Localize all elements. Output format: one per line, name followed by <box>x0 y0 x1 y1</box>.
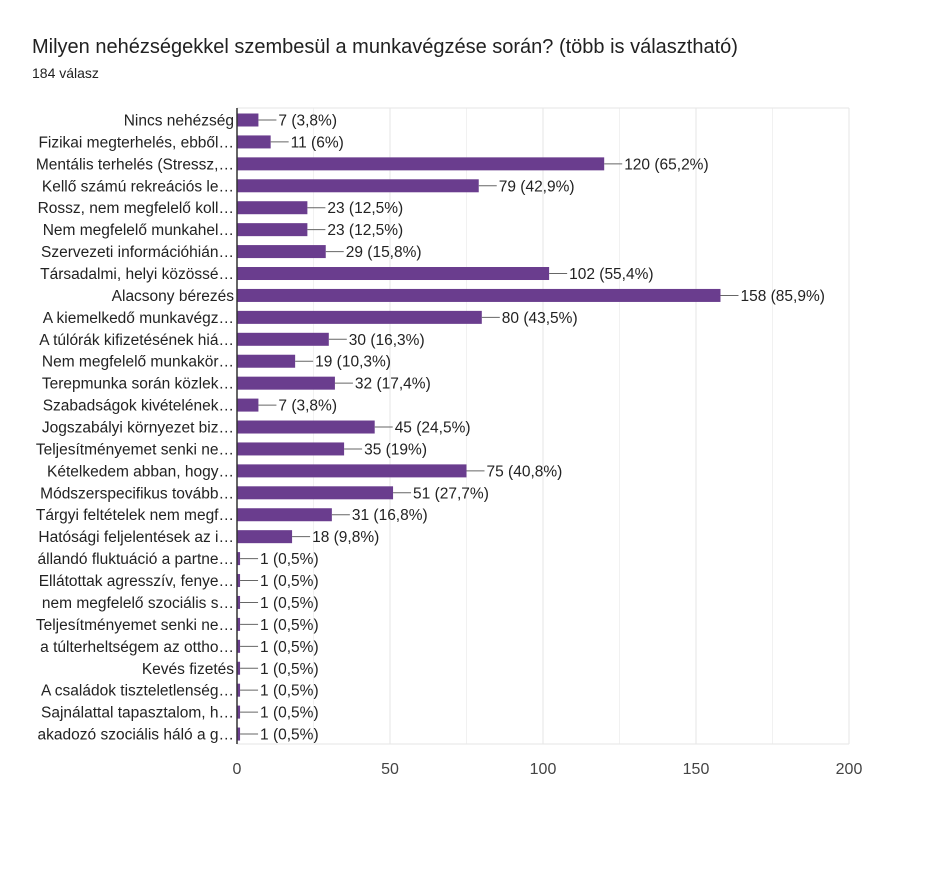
category-label: Terepmunka során közlek… <box>42 376 234 393</box>
category-label: Ellátottak agresszív, fenye… <box>39 573 234 590</box>
bar <box>237 727 241 741</box>
x-tick-label: 100 <box>530 761 557 778</box>
value-label: 23 (12,5%) <box>327 222 403 239</box>
category-label: Teljesítményemet senki ne… <box>36 617 234 634</box>
category-label: Nem megfelelő munkakör… <box>42 354 234 371</box>
value-label: 1 (0,5%) <box>260 595 319 612</box>
bar <box>237 376 335 390</box>
bar <box>237 354 296 368</box>
value-label: 18 (9,8%) <box>312 529 379 546</box>
value-label: 31 (16,8%) <box>352 507 428 524</box>
category-label: akadozó szociális háló a g… <box>38 727 234 744</box>
x-tick-label: 0 <box>233 761 242 778</box>
category-label: a túlterheltségem az ottho… <box>40 639 234 656</box>
value-label: 7 (3,8%) <box>278 398 337 415</box>
bar <box>237 574 241 588</box>
value-label: 1 (0,5%) <box>260 573 319 590</box>
value-label: 1 (0,5%) <box>260 617 319 634</box>
bar <box>237 705 241 719</box>
bars <box>237 113 721 741</box>
bar <box>237 661 241 675</box>
value-label: 102 (55,4%) <box>569 266 653 283</box>
value-label: 1 (0,5%) <box>260 661 319 678</box>
category-label: Kételkedem abban, hogy… <box>47 463 234 480</box>
value-label: 75 (40,8%) <box>487 463 563 480</box>
bar <box>237 486 394 500</box>
bar <box>237 267 550 281</box>
bar <box>237 442 345 456</box>
bar <box>237 135 271 149</box>
bar <box>237 245 326 259</box>
bar <box>237 552 241 566</box>
category-label: Szervezeti információhián… <box>41 244 234 261</box>
bar <box>237 223 308 237</box>
labels: 7 (3,8%) Nincs nehézség 11 (6%) Fizikai meg… <box>36 113 825 744</box>
bar <box>237 508 332 522</box>
bar <box>237 310 482 324</box>
category-label: Módszerspecifikus tovább… <box>40 485 234 502</box>
category-label: Tárgyi feltételek nem megf… <box>36 507 234 524</box>
value-label: 29 (15,8%) <box>346 244 422 261</box>
bar <box>237 617 241 631</box>
category-label: Társadalmi, helyi közössé… <box>40 266 234 283</box>
value-label: 120 (65,2%) <box>624 156 708 173</box>
value-label: 1 (0,5%) <box>260 705 319 722</box>
value-label: 7 (3,8%) <box>278 113 337 130</box>
x-tick-label: 150 <box>683 761 710 778</box>
bar <box>237 683 241 697</box>
value-label: 79 (42,9%) <box>499 178 575 195</box>
value-label: 11 (6%) <box>291 134 344 151</box>
response-count: 184 válasz <box>32 65 99 81</box>
x-tick-label: 200 <box>836 761 863 778</box>
category-label: Kellő számú rekreációs le… <box>42 178 234 195</box>
category-label: Nem megfelelő munkahel… <box>43 222 234 239</box>
value-label: 23 (12,5%) <box>327 200 403 217</box>
bar <box>237 398 259 412</box>
category-label: Rossz, nem megfelelő koll… <box>38 200 234 217</box>
bar <box>237 464 467 478</box>
chart-title: Milyen nehézségekkel szembesül a munkavé… <box>32 36 738 58</box>
value-label: 45 (24,5%) <box>395 420 471 437</box>
category-label: Jogszabályi környezet biz… <box>42 420 234 437</box>
category-label: Szabadságok kivételének… <box>43 398 234 415</box>
value-label: 1 (0,5%) <box>260 683 319 700</box>
category-label: nem megfelelő szociális s… <box>42 595 234 612</box>
category-label: A családok tiszteletlenség… <box>41 683 234 700</box>
bar <box>237 157 605 171</box>
bar <box>237 288 721 302</box>
value-label: 32 (17,4%) <box>355 376 431 393</box>
category-label: Hatósági feljelentések az i… <box>38 529 234 546</box>
bar <box>237 420 375 434</box>
category-label: Alacsony bérezés <box>112 288 235 305</box>
category-label: Fizikai megterhelés, ebből… <box>38 134 234 151</box>
bar <box>237 530 293 544</box>
bar <box>237 113 259 127</box>
category-label: A túlórák kifizetésének hiá… <box>39 332 234 349</box>
value-label: 51 (27,7%) <box>413 485 489 502</box>
x-tick-label: 50 <box>381 761 399 778</box>
bar <box>237 639 241 653</box>
grid-lines <box>237 107 850 745</box>
axis: 0 50 100 150 200 <box>233 108 863 778</box>
value-label: 158 (85,9%) <box>740 288 824 305</box>
category-label: Sajnálattal tapasztalom, h… <box>41 705 234 722</box>
category-label: állandó fluktuáció a partne… <box>38 551 234 568</box>
category-label: A kiemelkedő munkavégz… <box>43 310 234 327</box>
bar <box>237 332 329 346</box>
category-label: Mentális terhelés (Stressz,… <box>36 156 234 173</box>
value-label: 80 (43,5%) <box>502 310 578 327</box>
value-label: 19 (10,3%) <box>315 354 391 371</box>
category-label: Teljesítményemet senki ne… <box>36 441 234 458</box>
value-label: 1 (0,5%) <box>260 639 319 656</box>
category-label: Kevés fizetés <box>142 661 234 678</box>
bar <box>237 595 241 609</box>
value-label: 30 (16,3%) <box>349 332 425 349</box>
bar <box>237 179 479 193</box>
category-label: Nincs nehézség <box>124 113 234 130</box>
value-label: 35 (19%) <box>364 441 427 458</box>
value-label: 1 (0,5%) <box>260 551 319 568</box>
value-label: 1 (0,5%) <box>260 727 319 744</box>
bar <box>237 201 308 215</box>
